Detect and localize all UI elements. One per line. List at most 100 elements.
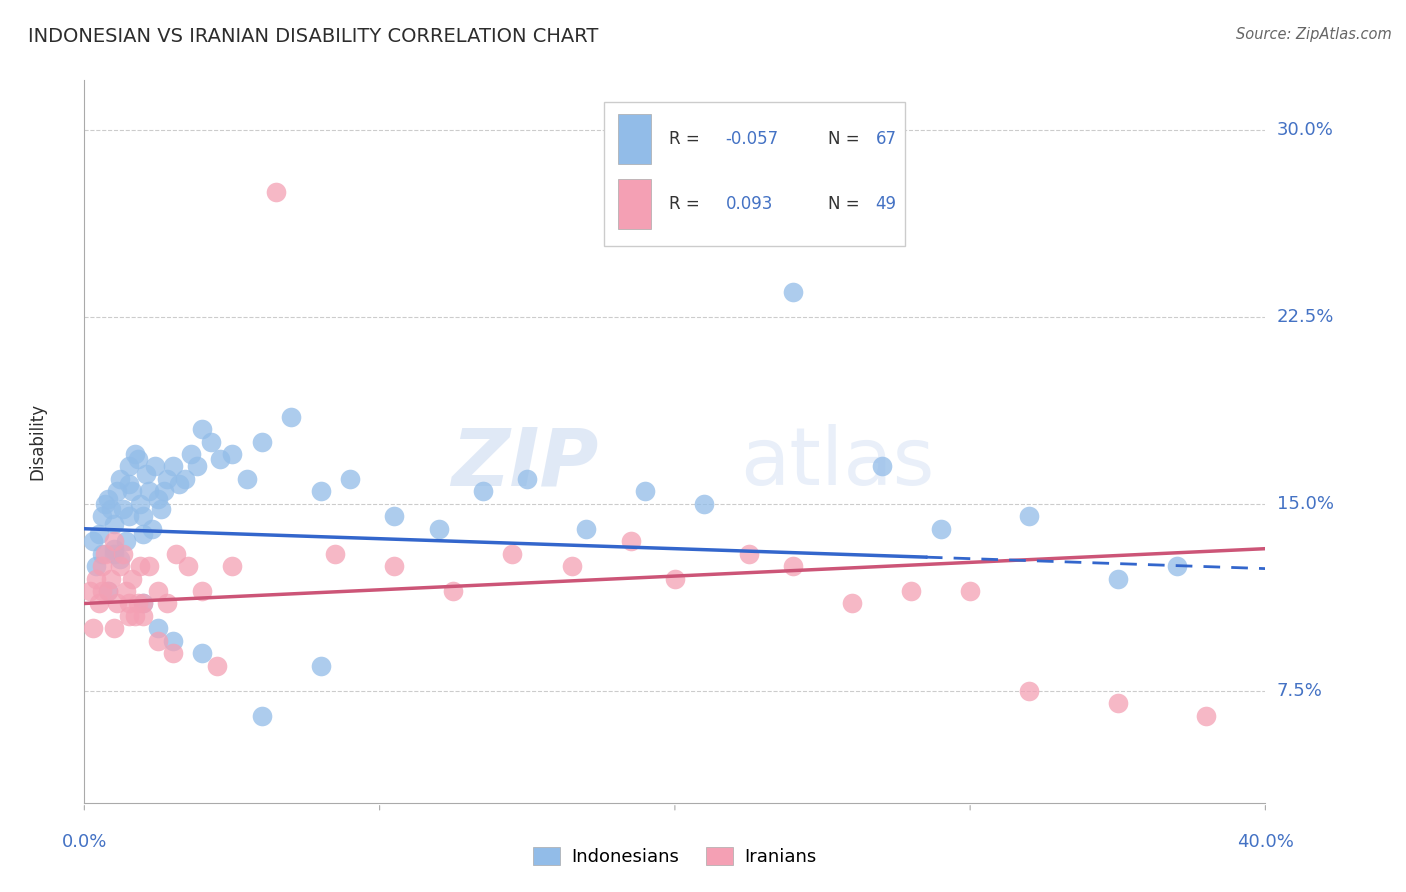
Point — [191, 584, 214, 599]
Point — [250, 434, 273, 449]
Text: N =: N = — [828, 130, 865, 148]
Point — [841, 597, 863, 611]
Point — [118, 509, 141, 524]
Point — [384, 509, 406, 524]
Point — [118, 609, 141, 624]
Point — [124, 447, 146, 461]
Point — [94, 497, 117, 511]
Text: 49: 49 — [876, 194, 897, 213]
Point — [138, 559, 160, 574]
Text: 67: 67 — [876, 130, 897, 148]
Point — [124, 609, 146, 624]
Point — [141, 522, 163, 536]
Point — [634, 484, 657, 499]
Text: Source: ZipAtlas.com: Source: ZipAtlas.com — [1236, 27, 1392, 42]
Point — [132, 509, 155, 524]
Point — [620, 534, 643, 549]
Point — [575, 522, 598, 536]
Point — [118, 459, 141, 474]
Point — [191, 422, 214, 436]
Point — [177, 559, 200, 574]
Point — [929, 522, 952, 536]
Point — [91, 584, 114, 599]
Point — [91, 509, 114, 524]
Point — [79, 584, 101, 599]
Point — [111, 501, 134, 516]
Point — [82, 534, 104, 549]
Point — [148, 621, 170, 635]
Point — [94, 547, 117, 561]
Point — [180, 447, 202, 461]
Point — [266, 186, 288, 200]
Point — [150, 501, 173, 516]
Point — [138, 484, 160, 499]
Text: 7.5%: 7.5% — [1277, 681, 1323, 699]
Point — [84, 572, 107, 586]
Point — [84, 559, 107, 574]
FancyBboxPatch shape — [605, 102, 905, 246]
Point — [280, 409, 302, 424]
Point — [1195, 708, 1218, 723]
Point — [561, 559, 583, 574]
Point — [108, 559, 131, 574]
Point — [132, 609, 155, 624]
Point — [384, 559, 406, 574]
Point — [114, 534, 136, 549]
Point — [309, 658, 332, 673]
Point — [325, 547, 347, 561]
Point — [148, 584, 170, 599]
Point — [443, 584, 465, 599]
Point — [1107, 572, 1129, 586]
Point — [143, 459, 166, 474]
Text: R =: R = — [669, 130, 704, 148]
Point — [221, 447, 243, 461]
Point — [502, 547, 524, 561]
Point — [156, 597, 179, 611]
Point — [108, 472, 131, 486]
Point — [103, 516, 125, 531]
Text: INDONESIAN VS IRANIAN DISABILITY CORRELATION CHART: INDONESIAN VS IRANIAN DISABILITY CORRELA… — [28, 27, 599, 45]
Text: N =: N = — [828, 194, 865, 213]
Point — [165, 547, 187, 561]
Point — [153, 484, 176, 499]
Point — [103, 621, 125, 635]
Point — [516, 472, 538, 486]
Point — [82, 621, 104, 635]
Point — [148, 491, 170, 506]
Text: 15.0%: 15.0% — [1277, 495, 1333, 513]
Point — [97, 584, 120, 599]
Point — [236, 472, 259, 486]
Point — [1107, 696, 1129, 710]
Point — [870, 459, 893, 474]
Point — [250, 708, 273, 723]
Point — [132, 597, 155, 611]
Point — [207, 658, 229, 673]
Point — [156, 472, 179, 486]
Bar — [619, 178, 651, 229]
Point — [959, 584, 981, 599]
Point — [129, 497, 152, 511]
Text: R =: R = — [669, 194, 710, 213]
Point — [162, 646, 184, 660]
Text: atlas: atlas — [740, 425, 934, 502]
Point — [339, 472, 361, 486]
Text: 22.5%: 22.5% — [1277, 308, 1334, 326]
Point — [162, 633, 184, 648]
Point — [200, 434, 222, 449]
Point — [129, 559, 152, 574]
Point — [127, 452, 149, 467]
Text: Disability: Disability — [28, 403, 46, 480]
Point — [1166, 559, 1188, 574]
Point — [782, 285, 804, 299]
Point — [427, 522, 450, 536]
Point — [309, 484, 332, 499]
Legend: Indonesians, Iranians: Indonesians, Iranians — [533, 847, 817, 866]
Point — [118, 476, 141, 491]
Point — [1018, 509, 1040, 524]
Point — [162, 459, 184, 474]
Point — [167, 476, 190, 491]
Point — [108, 551, 131, 566]
Bar — [619, 113, 651, 164]
Point — [103, 534, 125, 549]
Point — [693, 497, 716, 511]
